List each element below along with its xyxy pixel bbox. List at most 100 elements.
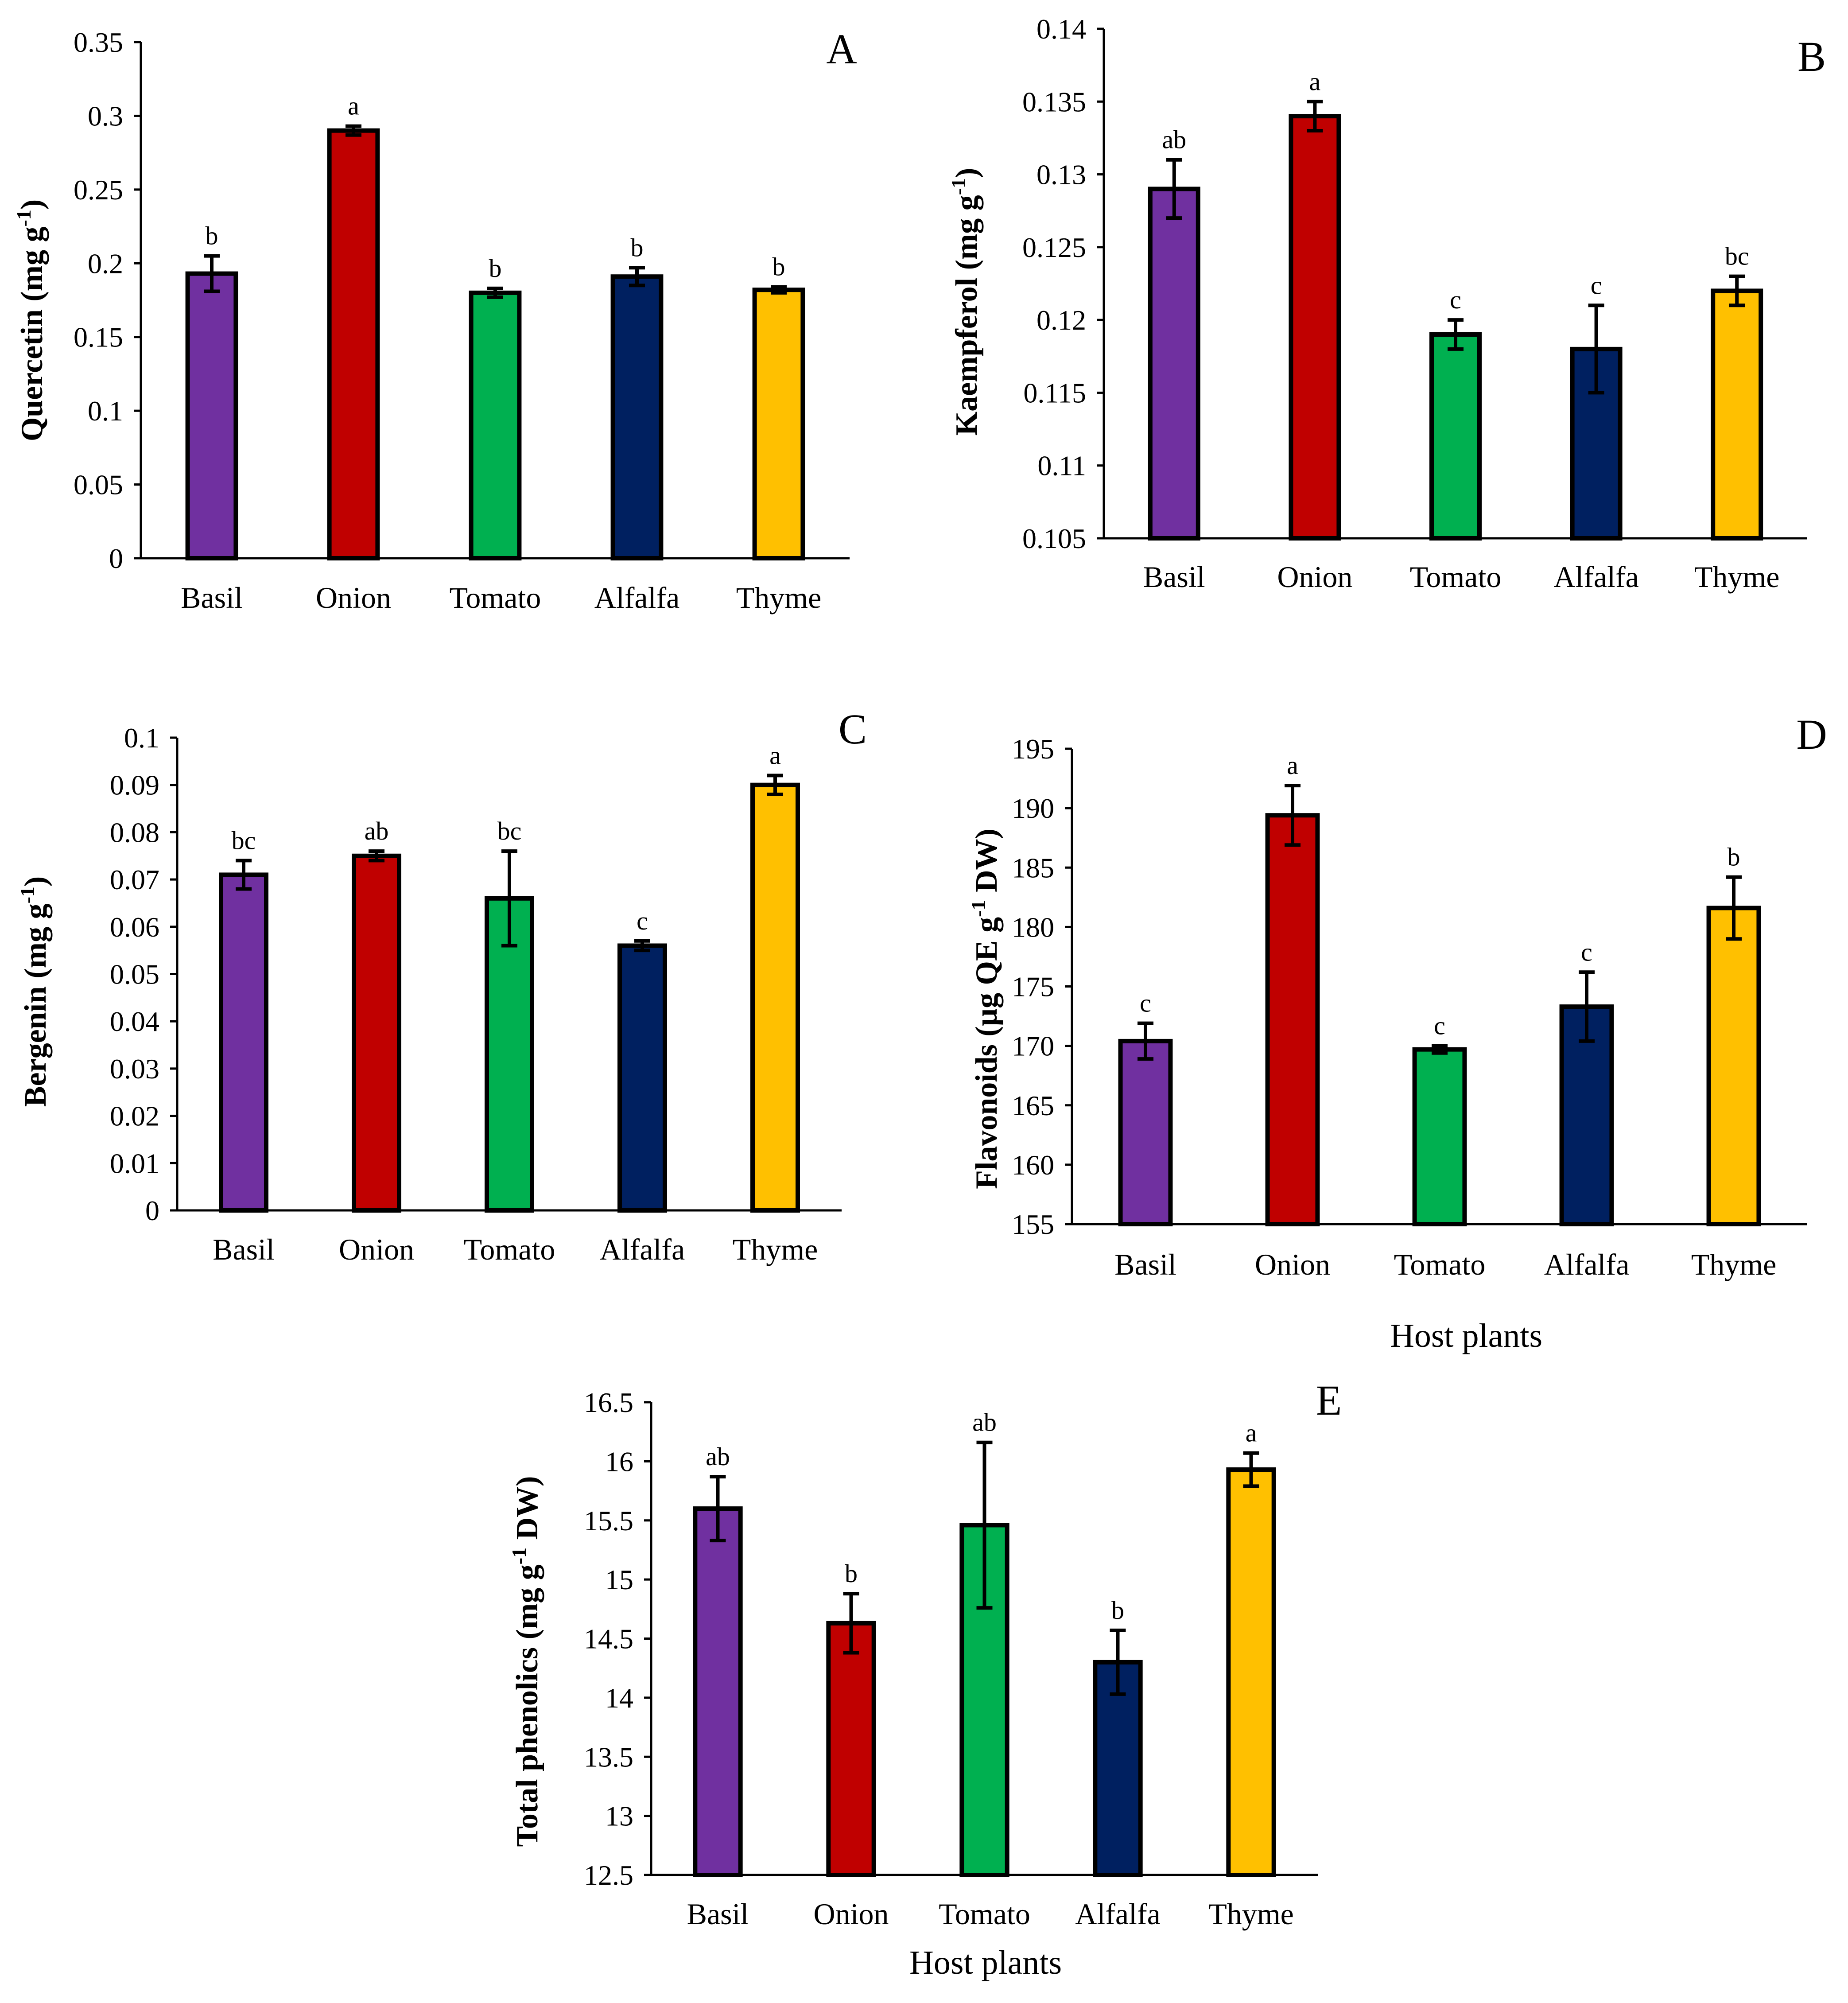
x-category-label: Alfalfa: [600, 1233, 685, 1266]
y-tick-label: 13: [605, 1801, 633, 1832]
y-tick-label: 180: [1012, 911, 1054, 943]
x-category-label: Thyme: [736, 581, 822, 615]
y-axis-label: Quercetin (mg g-1): [12, 199, 49, 441]
y-axis-label-tail: ): [19, 876, 53, 887]
x-axis-title: Host plants: [1390, 1317, 1542, 1354]
y-axis-label-tail: ): [15, 199, 49, 210]
x-category-label: Alfalfa: [594, 581, 680, 615]
y-tick-label: 155: [1012, 1209, 1054, 1240]
bar-thyme: [1226, 1467, 1276, 1878]
y-tick-label: 165: [1012, 1090, 1054, 1121]
panel-label: E: [1316, 1377, 1342, 1424]
significance-letter: c: [1591, 271, 1602, 299]
y-tick-label: 0.1: [124, 722, 159, 754]
y-tick-label: 0.06: [110, 911, 159, 943]
bar-basil: [1118, 1038, 1173, 1227]
y-tick-label: 0.11: [1037, 450, 1086, 482]
bar-onion: [327, 128, 380, 560]
x-category-label: Basil: [1114, 1248, 1176, 1281]
y-tick-label: 0.05: [110, 959, 159, 990]
significance-letter: c: [1434, 1011, 1445, 1040]
significance-letter: ab: [1162, 125, 1186, 154]
panel-a-quercetin-chart: A Quercetin (mg g-1) 0 0.05 0.1 0.15 0.2 0.25…: [12, 25, 857, 615]
y-tick-label: 0.09: [110, 770, 159, 801]
bar-thyme: [1711, 288, 1763, 541]
panel-c-bergenin-chart: C Bergenin (mg g-1) 0 0.01 0.02 0.03 0.04 0.0…: [16, 705, 867, 1266]
svg-text:Bergenin (mg g-1): Bergenin (mg g-1): [16, 876, 53, 1107]
significance-letter: a: [1246, 1419, 1257, 1447]
x-category-label: Thyme: [1691, 1248, 1777, 1281]
y-axis-label-superscript: -1: [947, 178, 970, 195]
y-tick-label: 185: [1012, 852, 1054, 883]
bar-onion: [352, 853, 401, 1213]
x-category-label: Alfalfa: [1553, 560, 1639, 594]
x-category-label: Tomato: [464, 1233, 555, 1266]
svg-text:Flavonoids (µg QE g-1 DW): Flavonoids (µg QE g-1 DW): [967, 828, 1004, 1189]
significance-letter: b: [631, 233, 644, 262]
significance-letter: b: [1728, 843, 1740, 871]
y-tick-label: 170: [1012, 1031, 1054, 1062]
y-tick-label: 0.25: [74, 174, 123, 206]
y-tick-label: 0.08: [110, 817, 159, 848]
bar-tomato: [469, 290, 522, 560]
y-tick-label: 0.3: [88, 100, 123, 132]
x-axis-title: Host plants: [909, 1944, 1062, 1981]
y-tick-label: 0: [109, 543, 123, 574]
y-tick-label: 0.07: [110, 864, 159, 895]
y-tick-label: 0.12: [1037, 304, 1086, 336]
significance-letter: b: [489, 254, 502, 283]
significance-letter: b: [1111, 1596, 1124, 1625]
panel-label: D: [1796, 711, 1827, 758]
y-axis-label: Bergenin (mg g-1): [16, 876, 53, 1107]
y-tick-label: 0.105: [1022, 523, 1086, 554]
y-axis-label: Flavonoids (µg QE g-1 DW): [967, 828, 1004, 1189]
y-tick-label: 0.1: [88, 395, 123, 427]
svg-text:Total phenolics (mg g-1 DW): Total phenolics (mg g-1 DW): [508, 1476, 544, 1847]
bar-tomato: [1429, 332, 1482, 541]
panel-label: B: [1798, 33, 1826, 80]
bar-basil: [693, 1506, 743, 1877]
y-tick-label: 0.01: [110, 1147, 159, 1179]
x-category-label: Onion: [339, 1233, 414, 1266]
significance-letter: b: [206, 222, 218, 250]
x-category-label: Basil: [181, 581, 243, 615]
bar-tomato: [485, 896, 534, 1213]
bar-tomato: [1412, 1047, 1467, 1227]
y-axis-label-superscript: -1: [12, 210, 35, 226]
y-tick-label: 15.5: [584, 1505, 633, 1536]
significance-letter: a: [1309, 67, 1321, 96]
y-axis-label-main: Bergenin (mg g: [19, 903, 53, 1107]
significance-letter: ab: [972, 1408, 997, 1437]
x-category-label: Basil: [687, 1897, 749, 1931]
bar-basil: [1148, 187, 1200, 541]
svg-text:Kaempferol (mg g-1): Kaempferol (mg g-1): [947, 168, 984, 436]
y-tick-label: 0.2: [88, 248, 123, 279]
y-tick-label: 0.135: [1022, 86, 1086, 117]
y-axis-label: Kaempferol (mg g-1): [947, 168, 984, 436]
significance-letter: a: [348, 92, 359, 121]
y-tick-label: 15: [605, 1564, 633, 1595]
y-tick-label: 14: [605, 1682, 633, 1714]
y-tick-label: 0.04: [110, 1006, 159, 1037]
x-category-label: Tomato: [450, 581, 541, 615]
y-axis-label: Total phenolics (mg g-1 DW): [508, 1476, 544, 1847]
y-axis-label-tail: ): [950, 168, 984, 178]
bar-alfalfa: [610, 274, 664, 560]
significance-letter: bc: [1725, 242, 1749, 271]
y-tick-label: 0.13: [1037, 159, 1086, 191]
significance-letter: c: [1450, 285, 1461, 314]
significance-letter: bc: [232, 826, 256, 855]
bar-onion: [1265, 813, 1320, 1226]
y-tick-label: 0: [145, 1195, 159, 1226]
significance-letter: bc: [497, 817, 522, 845]
y-tick-label: 14.5: [584, 1623, 633, 1655]
y-tick-label: 16: [605, 1446, 633, 1477]
significance-letter: a: [769, 741, 781, 770]
panel-b-kaempferol-chart: B Kaempferol (mg g-1) 0.105 0.11 0.115 0.12…: [947, 13, 1826, 594]
y-tick-label: 0.05: [74, 469, 123, 501]
y-axis-label-main: Total phenolics (mg g: [510, 1564, 544, 1847]
bar-thyme: [1706, 906, 1761, 1227]
x-category-label: Alfalfa: [1075, 1897, 1161, 1931]
y-tick-label: 16.5: [584, 1387, 633, 1418]
